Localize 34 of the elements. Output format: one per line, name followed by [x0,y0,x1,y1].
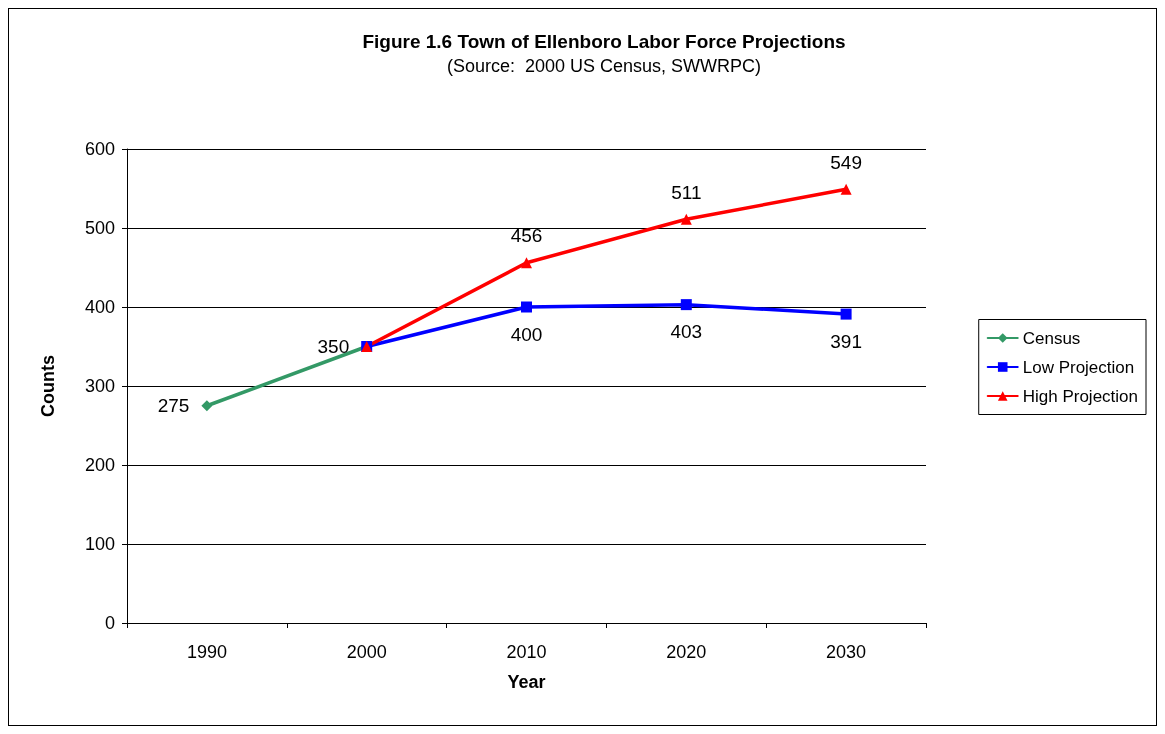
data-label: 403 [670,321,703,343]
point [201,400,213,412]
chart-subtitle: (Source: 2000 US Census, SWWRPC) [446,56,762,76]
point [521,301,532,313]
legend-label: High Projection [1022,386,1138,406]
data-label: 456 [510,225,543,247]
y-tick-label: 100 [84,534,115,554]
x-axis-title: Year [507,672,546,692]
x-tick-label: 1990 [186,642,227,662]
legend-label: Low Projection [1022,357,1135,377]
y-tick-label: 600 [84,139,115,159]
y-tick-label: 400 [84,297,115,317]
data-label: 350 [317,336,350,357]
data-label: 275 [157,395,190,417]
data-label: 549 [830,151,862,173]
x-tick-label: 2020 [666,642,707,662]
point [680,213,692,225]
x-tick-label: 2000 [346,642,387,662]
point [840,183,852,195]
point [680,299,692,311]
x-tick-label: 2010 [506,642,547,662]
point [521,257,532,269]
chart-title: Figure 1.6 Town of Ellenboro Labor Force Projections [362,31,846,52]
y-tick-label: 300 [84,376,115,396]
x-tick-label: 2030 [826,642,867,662]
y-tick-label: 500 [84,218,115,238]
legend-label: Census [1022,328,1081,348]
y-tick-label: 0 [104,613,115,633]
data-label: 391 [830,330,862,352]
point [840,308,852,320]
y-tick-label: 200 [84,455,115,475]
data-label: 400 [510,323,543,345]
y-axis-title: Counts [38,355,58,417]
data-label: 511 [671,181,702,203]
